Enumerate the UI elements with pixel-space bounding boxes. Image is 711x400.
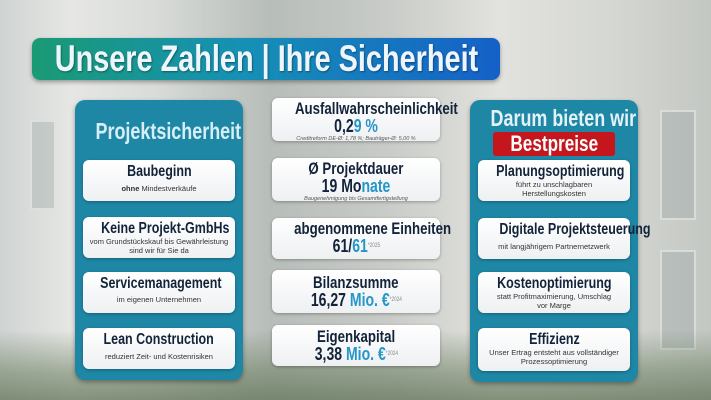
- card-text: reduziert Zeit- und Kostenrisiken: [105, 352, 213, 361]
- card-heading: Planungsoptimierung: [496, 163, 625, 180]
- stat-value-accent: 9 %: [353, 116, 378, 136]
- left-card: Keine Projekt-GmbHs vom Grundstückskauf …: [83, 217, 235, 258]
- left-card: Servicemanagement im eigenen Unternehmen: [83, 272, 235, 313]
- card-text: Unser Ertrag entsteht aus vollständiger …: [489, 348, 619, 366]
- right-card: Digitale Projektsteuerung mit langjährig…: [478, 218, 651, 259]
- background-window: [30, 120, 56, 210]
- right-panel: Darum bieten wir Bestpreise Planungsopti…: [470, 100, 651, 382]
- stat-card: Bilanzsumme 16,27 Mio. €*2024: [272, 270, 440, 313]
- stat-value-accent: 61: [351, 236, 368, 256]
- stat-footnote: *2024: [385, 351, 398, 357]
- card-text: vom Grundstückskauf bis Gewährleistung s…: [89, 237, 229, 255]
- bestpreise-badge: Bestpreise: [492, 131, 616, 156]
- card-text-bold: ohne: [121, 184, 140, 193]
- card-text: führt zu unschlagbaren Herstellungskoste…: [515, 180, 593, 198]
- stat-value: 16,27: [310, 290, 350, 310]
- card-heading: Keine Projekt-GmbHs: [101, 220, 230, 237]
- right-panel-title: Darum bieten wir: [490, 105, 637, 131]
- right-card: Kostenoptimierung statt Profitmaximierun…: [478, 272, 630, 313]
- stat-heading: Ø Projektdauer: [308, 159, 404, 178]
- page-title: Unsere Zahlen | Ihre Sicherheit: [54, 38, 478, 79]
- stat-heading: Bilanzsumme: [313, 273, 399, 292]
- stat-value: 19 Mo: [321, 176, 362, 196]
- stat-value: 0,2: [334, 116, 354, 136]
- card-text: mit langjährigem Partnernetzwerk: [498, 242, 610, 251]
- stat-heading: Ausfallwahrscheinlichkeit: [294, 99, 458, 118]
- card-heading: Baubeginn: [126, 163, 192, 180]
- stat-heading: abgenommene Einheiten: [294, 219, 452, 238]
- card-heading: Servicemanagement: [100, 275, 222, 292]
- left-panel-title: Projektsicherheit: [95, 118, 242, 144]
- right-card: Planungsoptimierung führt zu unschlagbar…: [478, 160, 630, 201]
- stat-card: abgenommene Einheiten 61/61*2025: [272, 218, 451, 259]
- stat-value-accent: Mio. €: [349, 290, 390, 310]
- card-text: Mindestverkäufe: [139, 184, 197, 193]
- stat-card: Ausfallwahrscheinlichkeit 0,29 % Creditr…: [272, 98, 458, 142]
- background-window: [660, 110, 696, 220]
- stat-heading: Eigenkapital: [316, 327, 396, 346]
- left-panel: Projektsicherheit Baubeginn ohne Mindest…: [75, 100, 243, 380]
- card-heading: Lean Construction: [103, 331, 215, 348]
- card-text: statt Profitmaximierung, Umschlag vor Ma…: [496, 292, 612, 310]
- stat-footnote: *2024: [389, 297, 402, 303]
- stat-value-accent: Mio. €: [345, 344, 386, 364]
- stat-footnote: *2025: [367, 243, 380, 249]
- badge-text: Bestpreise: [510, 131, 598, 156]
- stat-value-accent: nate: [361, 176, 391, 196]
- stat-card: Eigenkapital 3,38 Mio. €*2024: [272, 325, 440, 366]
- stat-value: 3,38: [314, 344, 346, 364]
- right-card: Effizienz Unser Ertrag entsteht aus voll…: [478, 328, 630, 371]
- stat-value: 61/: [332, 236, 352, 256]
- stat-card: Ø Projektdauer 19 Monate Baugenehmigung …: [272, 158, 440, 202]
- title-banner: Unsere Zahlen | Ihre Sicherheit: [32, 38, 500, 80]
- card-heading: Kostenoptimierung: [496, 275, 612, 292]
- stat-note: Baugenehmigung bis Gesamtfertigstellung: [304, 196, 408, 202]
- stat-note: Creditreform DE-Ø: 1,78 %; Bauträger-Ø: …: [296, 136, 416, 142]
- left-card: Lean Construction reduziert Zeit- und Ko…: [83, 328, 235, 369]
- card-heading: Digitale Projektsteuerung: [499, 221, 651, 238]
- card-heading: Effizienz: [528, 331, 580, 348]
- left-card: Baubeginn ohne Mindestverkäufe: [83, 160, 235, 201]
- card-text: im eigenen Unternehmen: [116, 295, 202, 304]
